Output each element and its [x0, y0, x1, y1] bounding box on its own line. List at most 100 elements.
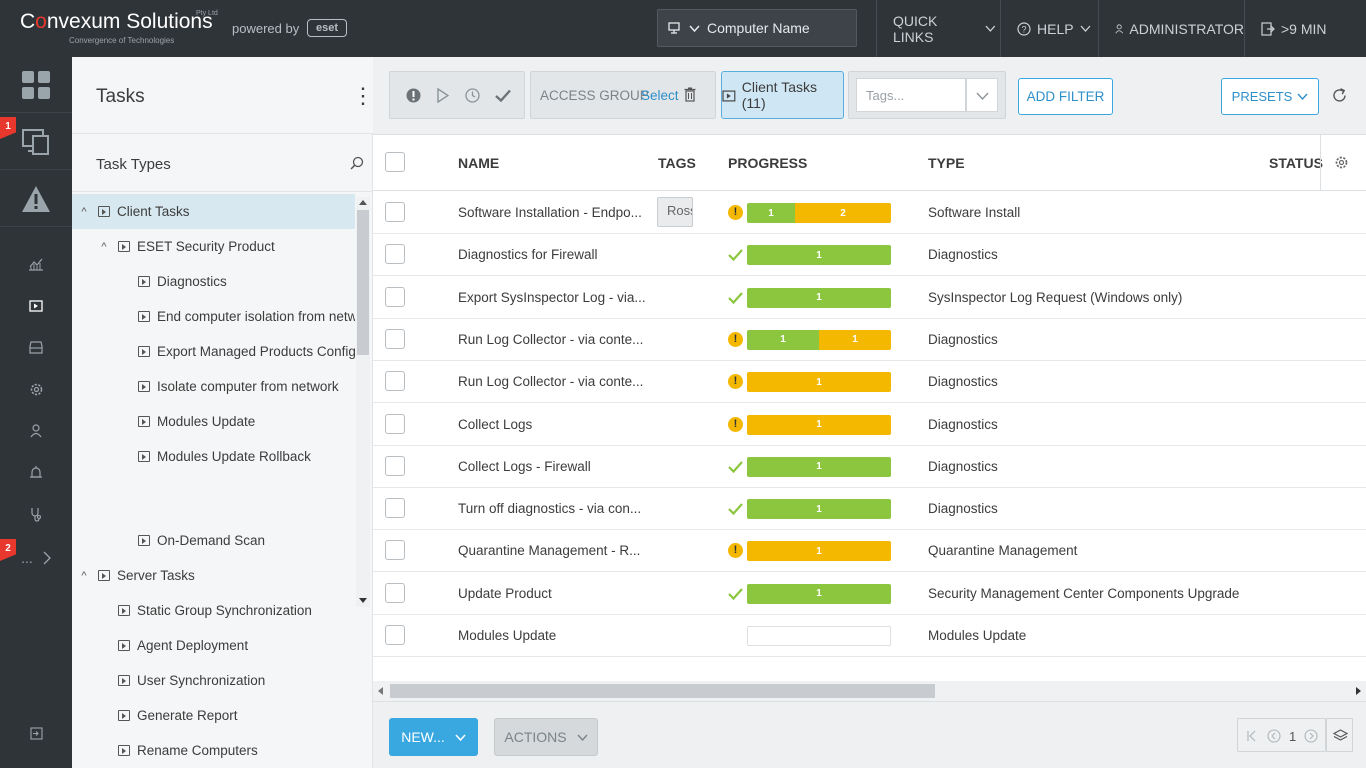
row-checkbox[interactable] — [385, 328, 405, 349]
scroll-up-icon[interactable] — [359, 200, 367, 205]
administrator-menu[interactable]: ADMINISTRATOR — [1098, 0, 1244, 57]
row-checkbox[interactable] — [385, 413, 405, 434]
row-checkbox[interactable] — [385, 498, 405, 519]
row-checkbox[interactable] — [385, 582, 405, 603]
search-icon[interactable] — [350, 156, 364, 170]
row-checkbox[interactable] — [385, 286, 405, 307]
help-menu[interactable]: ? HELP — [1000, 0, 1096, 57]
column-tags-header[interactable]: TAGS — [658, 155, 696, 171]
scroll-down-icon[interactable] — [359, 598, 367, 603]
task-name[interactable]: Run Log Collector - via conte... — [458, 331, 644, 347]
tree-item[interactable]: Diagnostics — [72, 264, 355, 299]
table-row[interactable]: Run Log Collector - via conte...! 1 Diagno… — [373, 361, 1366, 404]
computer-name-field[interactable]: Computer Name — [707, 20, 810, 36]
tree-item[interactable]: ^ Client Tasks — [72, 194, 355, 229]
client-tasks-filter-chip[interactable]: Client Tasks (11) — [721, 71, 844, 119]
tag-chip[interactable]: Ross — [657, 197, 693, 227]
column-status-header[interactable]: STATUS — [1269, 155, 1323, 171]
select-all-checkbox[interactable] — [385, 152, 405, 172]
nav-tasks[interactable] — [0, 284, 72, 326]
new-task-button[interactable]: NEW... — [389, 718, 478, 756]
table-row[interactable]: Run Log Collector - via conte...! 1 1 Diagn… — [373, 318, 1366, 361]
task-name[interactable]: Quarantine Management - R... — [458, 543, 641, 559]
tree-item[interactable]: Rename Computers — [72, 733, 355, 768]
task-name[interactable]: Update Product — [458, 585, 552, 601]
tree-item[interactable]: ^ ESET Security Product — [72, 229, 355, 264]
table-row[interactable]: Modules Update Modules Update — [373, 615, 1366, 657]
logout-button[interactable]: >9 MIN — [1244, 0, 1366, 57]
row-checkbox[interactable] — [385, 202, 405, 222]
task-name[interactable]: Collect Logs — [458, 416, 533, 432]
computer-search[interactable]: Computer Name — [657, 9, 857, 47]
access-group-select-link[interactable]: Select — [641, 88, 679, 103]
next-page-icon[interactable] — [1304, 729, 1318, 743]
nav-users[interactable] — [0, 410, 72, 452]
tree-item[interactable]: Isolate computer from network — [72, 369, 355, 404]
tags-input[interactable]: Tags... — [856, 78, 966, 112]
task-name[interactable]: Software Installation - Endpo... — [458, 205, 642, 220]
nav-threats[interactable] — [0, 171, 72, 227]
clock-icon[interactable] — [465, 88, 480, 103]
previous-page-icon[interactable] — [1267, 729, 1281, 743]
layers-button[interactable] — [1326, 718, 1353, 752]
row-checkbox[interactable] — [385, 540, 405, 561]
check-icon[interactable] — [495, 89, 511, 102]
collapse-menu-button[interactable] — [0, 712, 72, 754]
gear-icon[interactable] — [1334, 155, 1349, 170]
column-type-header[interactable]: TYPE — [928, 155, 965, 171]
tags-filter[interactable]: Tags... — [848, 71, 1006, 119]
nav-installers[interactable] — [0, 326, 72, 368]
task-name[interactable]: Collect Logs - Firewall — [458, 458, 591, 474]
table-row[interactable]: Quarantine Management - R...! 1 Quarantine… — [373, 530, 1366, 573]
access-group-filter[interactable]: ACCESS GROUP Select — [530, 71, 716, 119]
run-icon[interactable] — [437, 88, 449, 103]
add-filter-button[interactable]: ADD FILTER — [1018, 78, 1113, 115]
table-row[interactable]: Collect Logs - Firewall 1 Diagnostics — [373, 445, 1366, 488]
actions-button[interactable]: ACTIONS — [494, 718, 598, 756]
nav-policies[interactable] — [0, 368, 72, 410]
tree-item[interactable]: Agent Deployment — [72, 628, 355, 663]
tree-item[interactable]: Generate Report — [72, 698, 355, 733]
horizontal-scrollbar-thumb[interactable] — [390, 684, 935, 698]
tree-item[interactable]: Export Managed Products Configu... — [72, 334, 355, 369]
table-row[interactable]: Export SysInspector Log - via... 1 SysInsp… — [373, 276, 1366, 319]
quick-links-menu[interactable]: QUICK LINKS — [876, 0, 996, 57]
nav-reports[interactable] — [0, 242, 72, 284]
tree-item[interactable]: Modules Update Rollback — [72, 439, 355, 474]
tree-item[interactable]: Static Group Synchronization — [72, 593, 355, 628]
tree-scrollbar-thumb[interactable] — [357, 210, 369, 355]
presets-button[interactable]: PRESETS — [1221, 78, 1319, 115]
task-name[interactable]: Modules Update — [458, 628, 557, 643]
task-name[interactable]: Turn off diagnostics - via con... — [458, 501, 642, 517]
tree-item[interactable]: Modules Update — [72, 404, 355, 439]
collapse-chevron-icon[interactable]: ^ — [81, 205, 87, 218]
tree-item[interactable]: Delete Not Connecting Computers — [72, 757, 355, 768]
collapse-chevron-icon[interactable]: ^ — [81, 569, 87, 582]
alert-icon[interactable] — [406, 88, 421, 103]
column-progress-header[interactable]: PROGRESS — [728, 155, 808, 171]
table-row[interactable]: Turn off diagnostics - via con... 1 Diagno… — [373, 488, 1366, 531]
task-name[interactable]: Diagnostics for Firewall — [458, 247, 598, 263]
row-checkbox[interactable] — [385, 371, 405, 392]
row-checkbox[interactable] — [385, 625, 405, 645]
scroll-left-icon[interactable] — [378, 687, 383, 695]
brand-logo[interactable]: Convexum Solutions — [20, 10, 213, 33]
tree-item[interactable]: User Synchronization — [72, 663, 355, 698]
row-checkbox[interactable] — [385, 455, 405, 476]
row-checkbox[interactable] — [385, 244, 405, 265]
column-name-header[interactable]: NAME — [458, 155, 500, 171]
task-name[interactable]: Run Log Collector - via conte... — [458, 374, 644, 390]
refresh-icon[interactable] — [1331, 87, 1348, 104]
trash-icon[interactable] — [684, 87, 696, 102]
table-row[interactable]: Update Product 1 Security Management Cente… — [373, 572, 1366, 615]
table-row[interactable]: Software Installation - Endpo... Ross! 12 S… — [373, 192, 1366, 234]
task-name[interactable]: Export SysInspector Log - via... — [458, 289, 646, 305]
tree-item[interactable]: ^ Server Tasks — [72, 558, 355, 593]
collapse-chevron-icon[interactable]: ^ — [101, 240, 107, 253]
nav-more[interactable]: ... — [0, 537, 72, 579]
tree-item[interactable]: End computer isolation from netw... — [72, 299, 355, 334]
table-row[interactable]: Collect Logs! 1 Diagnostics — [373, 403, 1366, 446]
nav-computers[interactable] — [0, 114, 72, 170]
nav-notifications[interactable] — [0, 452, 72, 494]
tree-item[interactable]: On-Demand Scan — [72, 523, 355, 558]
